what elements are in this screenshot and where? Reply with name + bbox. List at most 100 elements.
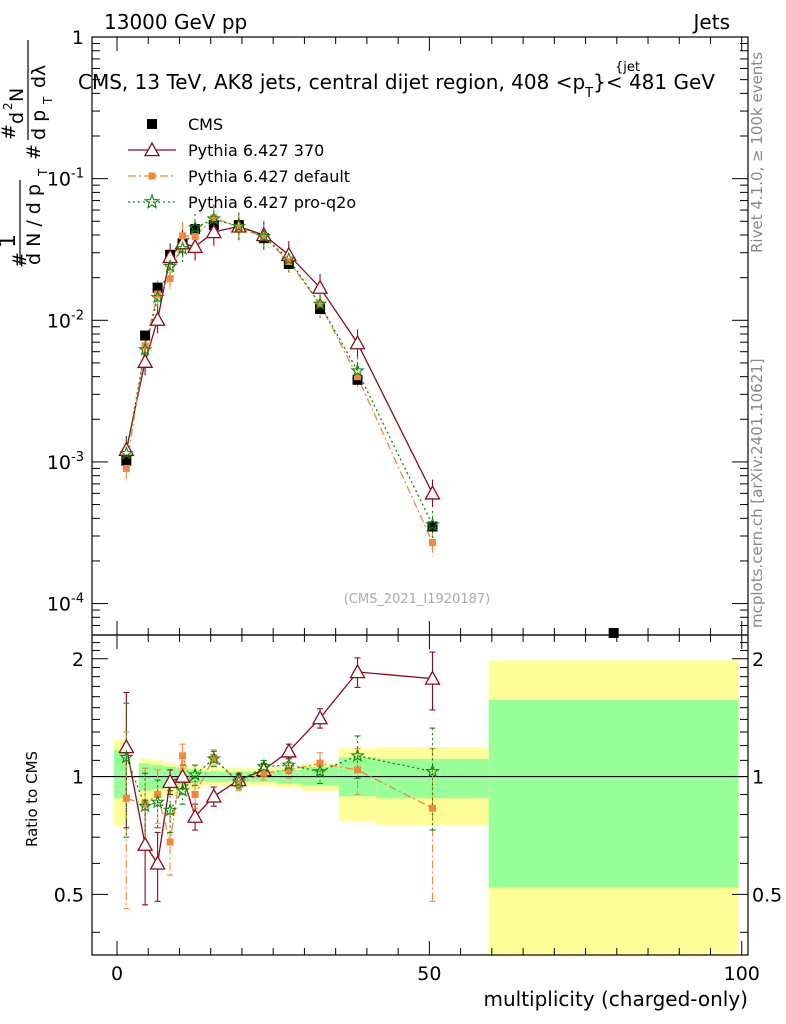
svg-text:1: 1 [0,234,21,248]
series-point-2 [187,220,203,234]
series-point-0 [137,353,154,368]
series-point-2 [119,445,134,460]
ratio-point-0 [161,773,179,788]
ratio-panel-frame [91,634,749,956]
series-point-1 [141,342,149,350]
subtitle-main: CMS, 13 TeV, AK8 jets, central dijet reg… [78,70,585,94]
cms-data-point [140,330,151,341]
ratio-point-2 [350,748,365,762]
subtitle-end: }< 481 GeV [593,70,715,94]
series-point-2 [350,363,365,377]
y-tick-label: 10-2 [47,308,84,332]
series-line-0 [125,225,434,494]
ratio-tick-label-right: 2 [752,649,764,671]
series-point-1 [428,538,436,546]
legend-marker-cms [147,119,157,129]
y-axis-label-ratio: Ratio to CMS [23,751,41,847]
series-point-0 [424,485,441,500]
series-point-1 [235,224,243,232]
ratio-point-2 [425,763,440,778]
svg-text:2: 2 [1,102,15,110]
main-lines [118,203,619,638]
series-point-2 [137,342,153,356]
series-point-0 [205,223,222,239]
ratio-point-2 [175,783,190,797]
cms-data-point [152,282,163,293]
ratio-point-0 [205,788,222,803]
ratio-line-2 [125,755,433,812]
series-line-1 [125,216,434,543]
legend-marker [143,193,161,209]
series-point-1 [316,300,324,308]
cms-data-point [608,627,619,638]
series-point-2 [425,517,440,531]
series-point-0 [349,334,366,350]
svg-text:d: d [6,112,28,124]
ratio-point-2 [150,794,165,809]
ratio-point-1 [260,769,268,777]
ratio-lines [118,651,441,910]
x-tick-label: 50 [417,963,441,985]
header-left: 13000 GeV pp [104,10,247,34]
ratio-tick-label-left: 1 [72,767,84,789]
y-tick-label: 10-1 [47,167,84,191]
series-point-0 [149,311,166,326]
x-tick-label: 100 [724,963,760,985]
band-inner [488,699,739,888]
svg-text:d p: d p [28,110,50,140]
header-right: Jets [692,10,730,34]
tick-labels: 0 50 100 10-4 10-3 10-2 10-1 1 0.5 0.5 1 1 2 2 [47,27,782,985]
series-point-1 [210,214,218,222]
ratio-point-0 [349,663,366,679]
ratio-tick-label-right: 0.5 [752,884,782,906]
ratio-tick-label-right: 1 [752,767,764,789]
ratio-point-1 [316,759,324,767]
ratio-point-1 [179,752,187,760]
legend: CMS Pythia 6.427 370 Pythia 6.427 default P… [128,115,356,212]
watermark: (CMS_2021_I1920187) [344,592,491,607]
ratio-point-1 [354,766,362,774]
series-point-0 [186,238,204,254]
series-point-1 [354,373,362,381]
ratio-point-2 [312,763,328,778]
ratio-point-0 [424,670,441,685]
legend-label: Pythia 6.427 default [188,167,350,186]
ratio-point-2 [206,751,221,765]
ratio-point-2 [231,774,246,788]
cms-data-point [121,455,132,466]
series-point-2 [162,258,178,273]
ratio-point-1 [141,800,149,808]
ratio-point-1 [154,790,162,798]
svg-text:T: T [41,96,55,105]
legend-label: Pythia 6.427 pro-q2o [188,193,356,212]
ratio-point-0 [311,709,329,725]
legend-label: CMS [188,115,223,134]
series-point-1 [179,232,187,240]
ratio-tick-label-left: 0.5 [54,884,84,906]
cms-data-point [315,304,326,315]
series-point-1 [191,233,199,241]
ratio-point-1 [285,766,293,774]
svg-text:d N / d p: d N / d p [23,184,45,265]
ratio-tick-label-left: 2 [72,649,84,671]
ratio-point-0 [186,808,204,823]
series-point-1 [122,464,130,472]
legend-marker [148,172,156,180]
y-axis-label-top: # 1 d N / d p T # # d 2 N d p T dλ [0,40,55,268]
series-point-2 [206,211,221,225]
svg-text:#: # [0,124,20,140]
series-point-0 [161,248,179,264]
series-point-2 [256,229,271,243]
ratio-point-2 [187,767,203,781]
chart-subtitle: CMS, 13 TeV, AK8 jets, central dijet reg… [78,70,715,101]
ratio-point-2 [137,798,153,813]
svg-text:#: # [23,144,45,160]
legend-label: Pythia 6.427 370 [188,141,324,160]
svg-text:N: N [6,88,28,102]
cms-data-point [427,521,438,532]
ratio-point-2 [162,802,178,817]
subtitle-sup: {jet [615,60,640,75]
svg-text:T: T [36,168,50,177]
legend-marker [143,141,161,157]
